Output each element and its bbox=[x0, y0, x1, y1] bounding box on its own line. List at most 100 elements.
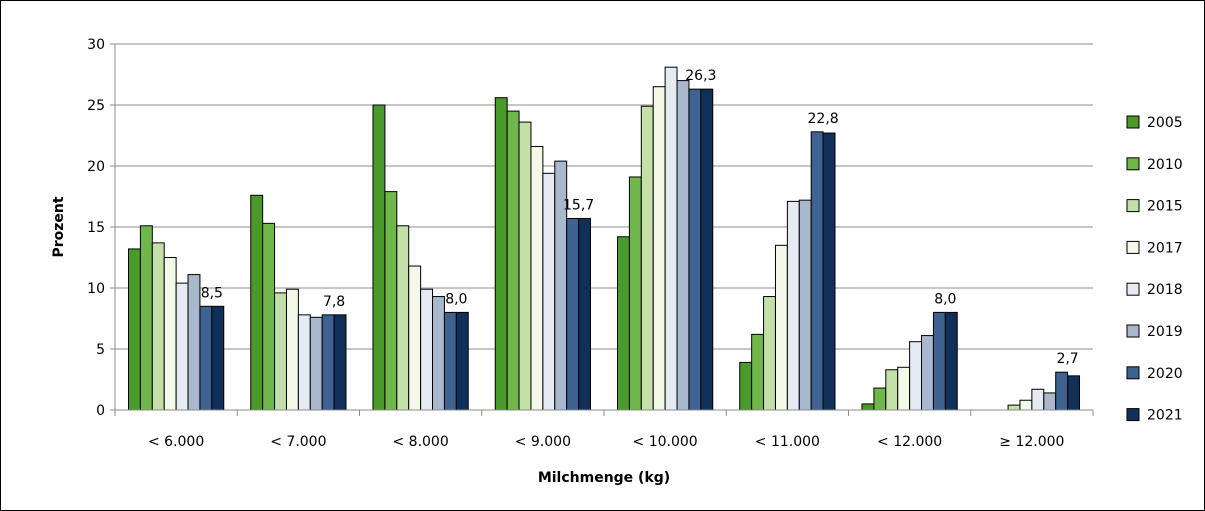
bar-2005-5 bbox=[739, 361, 753, 411]
bar-2019-2 bbox=[432, 296, 445, 411]
label-layer: 8,5 7,8 8,0 15,7 26,3 22,8 8,0 2,7 bbox=[201, 68, 1079, 367]
y-tick-label: 5 bbox=[96, 342, 105, 358]
legend-label-2010: 2010 bbox=[1147, 157, 1183, 173]
legend-swatch-2017 bbox=[1126, 240, 1140, 254]
bar-2018-1 bbox=[297, 314, 311, 411]
bar-2020-6 bbox=[932, 311, 946, 411]
data-label: 15,7 bbox=[563, 197, 594, 213]
data-label: 7,8 bbox=[323, 294, 345, 310]
bar-2015-5 bbox=[763, 296, 776, 411]
data-label: 26,3 bbox=[685, 68, 716, 84]
bar-2005-6 bbox=[861, 403, 875, 411]
bar-layer bbox=[128, 66, 1080, 411]
bar-2019-1 bbox=[309, 316, 323, 411]
legend-swatch-2018 bbox=[1126, 282, 1140, 296]
bar-2017-2 bbox=[408, 265, 422, 411]
bar-2015-1 bbox=[274, 292, 287, 411]
legend-label-2020: 2020 bbox=[1147, 366, 1183, 382]
bar-2010-6 bbox=[873, 387, 887, 411]
bar-2010-5 bbox=[751, 333, 765, 411]
bar-2005-3 bbox=[494, 97, 508, 411]
bar-2017-1 bbox=[285, 288, 299, 411]
x-tick-label: < 6.000 bbox=[148, 434, 204, 450]
bar-2019-4 bbox=[676, 80, 690, 411]
legend-swatch-2015 bbox=[1126, 199, 1140, 213]
bar-2021-0 bbox=[211, 305, 225, 411]
x-tick-label: < 9.000 bbox=[515, 434, 571, 450]
x-tick-label: < 11.000 bbox=[755, 434, 820, 450]
bar-2010-1 bbox=[262, 222, 276, 411]
bar-2020-7 bbox=[1055, 371, 1069, 411]
bar-2018-4 bbox=[664, 66, 678, 411]
x-tick-label: < 8.000 bbox=[392, 434, 448, 450]
y-tick-label: 25 bbox=[87, 98, 105, 114]
y-tick-label: 10 bbox=[87, 281, 105, 297]
legend-swatch-2021 bbox=[1126, 408, 1140, 422]
legend-label-2015: 2015 bbox=[1147, 199, 1183, 215]
x-tick-label: < 10.000 bbox=[633, 434, 698, 450]
data-label: 8,5 bbox=[201, 285, 223, 301]
bar-2010-3 bbox=[506, 110, 520, 411]
bar-2019-7 bbox=[1043, 392, 1057, 411]
bar-2015-4 bbox=[640, 105, 654, 411]
data-label: 8,0 bbox=[445, 291, 467, 307]
bar-2021-4 bbox=[700, 88, 714, 411]
x-tick-label: ≥ 12.000 bbox=[999, 434, 1064, 450]
bar-2020-4 bbox=[688, 88, 702, 411]
bar-2018-5 bbox=[786, 200, 800, 411]
legend-label-2018: 2018 bbox=[1147, 282, 1183, 298]
bar-2020-2 bbox=[443, 311, 457, 411]
legend: 2005 2010 2015 2017 2018 2019 2020 2021 bbox=[1126, 115, 1183, 424]
bar-2015-3 bbox=[518, 121, 532, 411]
y-tick-label: 15 bbox=[87, 220, 105, 236]
bar-2020-5 bbox=[810, 131, 824, 411]
axis-layer: 0 5 10 15 20 25 30 < 6.000 < 7.000 < 8.000 < 9.000… bbox=[87, 37, 1094, 450]
legend-label-2005: 2005 bbox=[1147, 115, 1183, 131]
data-label: 2,7 bbox=[1056, 351, 1078, 367]
bar-2021-6 bbox=[944, 311, 958, 411]
bar-2005-2 bbox=[372, 104, 386, 411]
x-tick-label: < 12.000 bbox=[877, 434, 942, 450]
bar-2017-7 bbox=[1019, 399, 1033, 411]
bar-2005-4 bbox=[617, 236, 630, 411]
bar-2019-5 bbox=[798, 199, 812, 411]
bar-2021-3 bbox=[578, 217, 591, 411]
bar-2010-2 bbox=[384, 191, 398, 411]
bar-2021-7 bbox=[1067, 375, 1080, 411]
legend-swatch-2005 bbox=[1126, 115, 1140, 129]
bar-2018-7 bbox=[1031, 388, 1045, 411]
x-tick-label: < 7.000 bbox=[270, 434, 326, 450]
data-label: 8,0 bbox=[934, 291, 956, 307]
bar-2020-3 bbox=[566, 217, 580, 411]
bar-2005-1 bbox=[250, 194, 264, 411]
bar-2020-0 bbox=[199, 305, 213, 411]
y-tick-label: 0 bbox=[96, 403, 105, 419]
bar-2017-3 bbox=[530, 145, 544, 411]
data-label: 22,8 bbox=[808, 111, 839, 127]
bar-2021-2 bbox=[455, 311, 469, 411]
bar-2020-1 bbox=[321, 314, 335, 411]
bar-2010-0 bbox=[139, 225, 153, 411]
bar-2015-6 bbox=[885, 369, 899, 411]
bar-2018-6 bbox=[909, 341, 923, 411]
bar-2005-0 bbox=[128, 248, 141, 411]
legend-swatch-2010 bbox=[1126, 157, 1140, 171]
bar-2017-0 bbox=[163, 257, 177, 411]
bar-2015-2 bbox=[396, 225, 410, 411]
legend-swatch-2020 bbox=[1126, 366, 1140, 380]
bar-2019-6 bbox=[921, 335, 934, 411]
y-axis-title: Prozent bbox=[51, 196, 67, 257]
legend-label-2019: 2019 bbox=[1147, 324, 1183, 340]
x-axis-title: Milchmenge (kg) bbox=[538, 470, 670, 486]
legend-label-2021: 2021 bbox=[1147, 408, 1183, 424]
bar-2018-2 bbox=[420, 288, 434, 411]
bar-2017-4 bbox=[652, 86, 666, 411]
bar-2017-6 bbox=[897, 366, 911, 411]
y-tick-label: 30 bbox=[87, 37, 105, 53]
bar-2018-3 bbox=[542, 172, 556, 411]
bar-2015-0 bbox=[151, 242, 165, 411]
bar-2010-4 bbox=[628, 176, 642, 411]
y-tick-label: 20 bbox=[87, 159, 105, 175]
